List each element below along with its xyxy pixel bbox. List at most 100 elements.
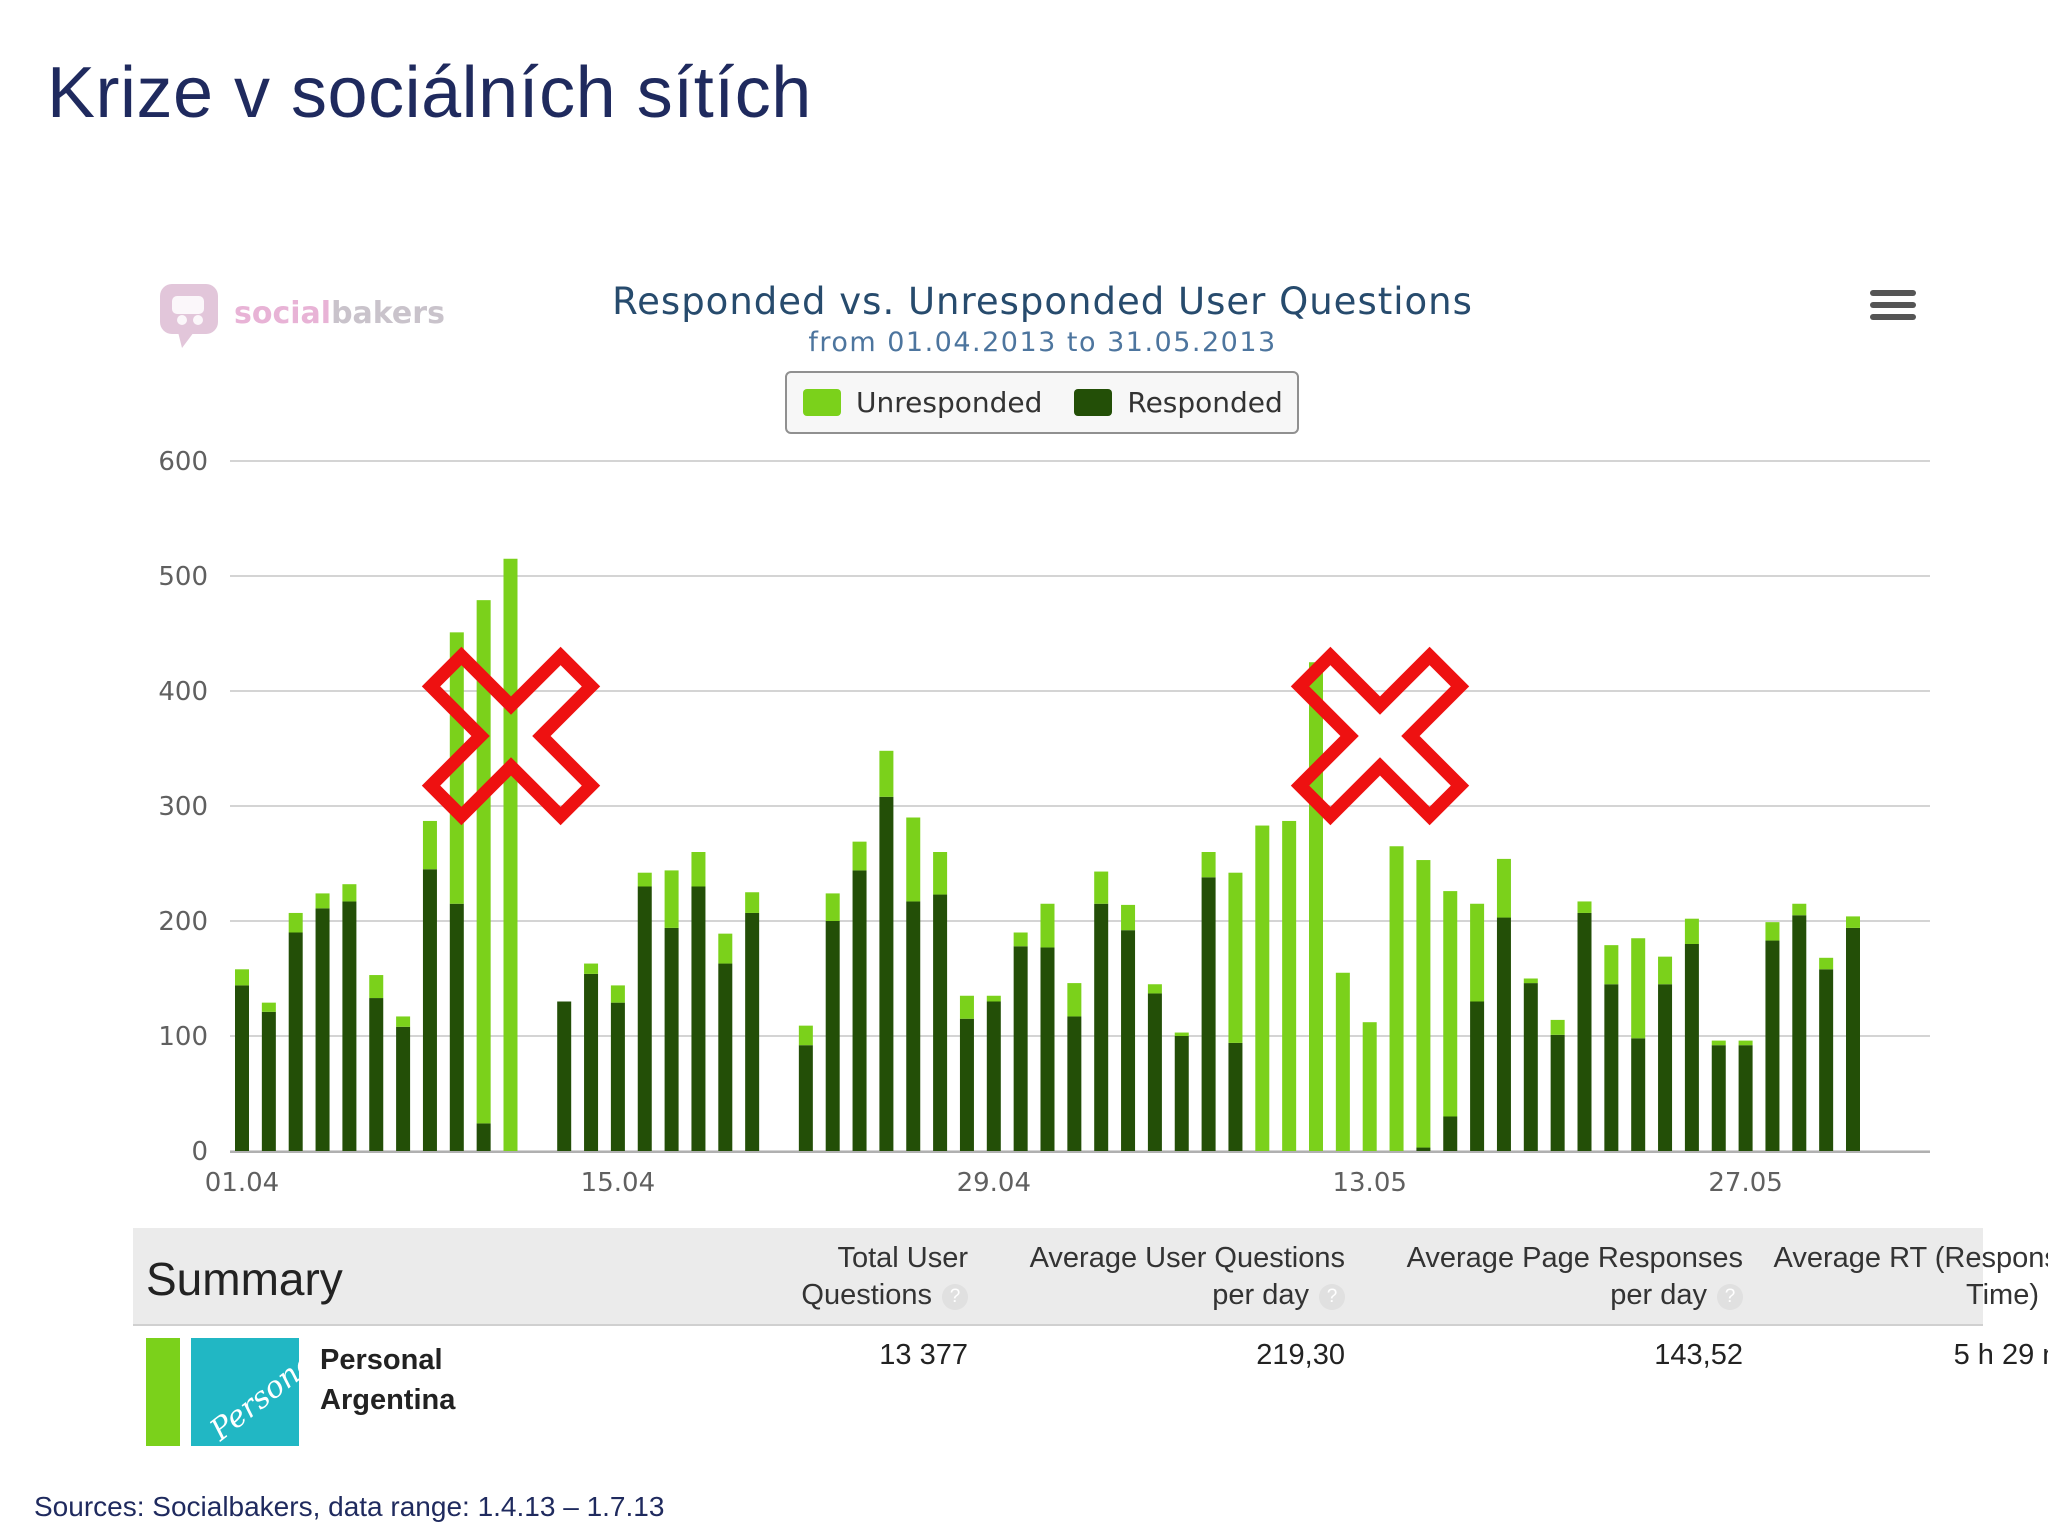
bar-unresponded [1147, 984, 1162, 994]
bar-unresponded [1228, 872, 1243, 1043]
bar-unresponded [1443, 891, 1458, 1117]
logo-text-bakers: bakers [331, 296, 445, 331]
col-avg-responses-line1: Average Page Responses [1406, 1242, 1743, 1274]
bar-responded [798, 1045, 813, 1151]
bar-responded [1443, 1116, 1458, 1151]
bar-responded [369, 998, 384, 1151]
bar-responded [288, 932, 303, 1151]
bar-responded [959, 1018, 974, 1151]
bar-unresponded [235, 969, 249, 986]
value-avg-rt: 5 h 29 min [1953, 1339, 2048, 1371]
value-avg-questions: 219,30 [1256, 1339, 1345, 1371]
bar-responded [745, 912, 760, 1151]
bar-unresponded [664, 870, 679, 928]
bar-unresponded [396, 1016, 411, 1027]
bar-responded [1040, 947, 1055, 1151]
bar-unresponded [933, 852, 948, 895]
legend-swatch-responded [1074, 389, 1113, 416]
bar-unresponded [1550, 1019, 1565, 1035]
bar-responded [557, 1001, 572, 1151]
legend-label-unresponded: Unresponded [856, 386, 1043, 419]
bar-unresponded [503, 558, 518, 1151]
y-tick-label: 500 [158, 562, 208, 592]
bar-unresponded [1792, 903, 1807, 916]
bar-responded [852, 870, 867, 1151]
x-axis-labels: 01.04 15.04 29.04 13.05 27.05 [205, 1168, 1783, 1198]
bar-responded [1765, 940, 1780, 1151]
page-name-line2: Argentina [320, 1384, 456, 1416]
bar-unresponded [1335, 972, 1350, 1151]
y-tick-label: 600 [158, 447, 208, 477]
row-color-swatch [146, 1338, 180, 1446]
chart-menu-button[interactable] [1870, 290, 1916, 330]
bar-unresponded [1362, 1022, 1377, 1151]
bar-responded [933, 894, 948, 1151]
bar-unresponded [315, 893, 330, 909]
bar-responded [906, 901, 921, 1151]
bar-unresponded [261, 1002, 276, 1012]
bar-responded [1201, 877, 1216, 1151]
bar-responded [1738, 1045, 1753, 1151]
stacked-bar-chart: 0 100 200 300 400 500 600 01.04 15.04 29.04 13.05… [158, 447, 1930, 1198]
crosses [421, 646, 1470, 826]
col-avg-questions: Average User Questions per day? [963, 1240, 1345, 1314]
bar-responded [422, 869, 437, 1151]
bar-responded [986, 1001, 1001, 1151]
col-avg-rt-line1: Average RT (Response [1773, 1242, 2048, 1274]
bar-responded [1846, 927, 1860, 1151]
bar-unresponded [1711, 1040, 1726, 1046]
value-avg-responses: 143,52 [1654, 1339, 1743, 1371]
bar-responded [396, 1026, 411, 1151]
bar-responded [1470, 1001, 1485, 1151]
bar-unresponded [1174, 1032, 1189, 1036]
bar-responded [1013, 946, 1028, 1151]
hamburger-menu-icon [1870, 290, 1916, 320]
x-tick-label: 29.04 [957, 1168, 1031, 1198]
bar-unresponded [691, 852, 706, 887]
page-name-line1: Personal [320, 1344, 443, 1376]
summary-title: Summary [146, 1253, 343, 1305]
bar-responded [1711, 1045, 1726, 1151]
value-total-questions: 13 377 [879, 1339, 968, 1371]
bar-responded [342, 901, 357, 1151]
help-icon[interactable]: ? [1319, 1284, 1345, 1310]
bar-unresponded [1470, 903, 1485, 1002]
chart-subtitle: from 01.04.2013 to 31.05.2013 [808, 327, 1277, 358]
bar-unresponded [1309, 662, 1323, 1151]
col-avg-responses: Average Page Responses per day? [1348, 1240, 1743, 1314]
bar-unresponded [584, 963, 599, 974]
logo-text: socialbakers [234, 296, 445, 331]
bar-unresponded [422, 820, 437, 870]
bar-unresponded [745, 892, 760, 913]
avatar-text: Personal [203, 1340, 299, 1446]
col-avg-rt: Average RT (Response Time)? [1693, 1240, 2048, 1314]
bar-unresponded [342, 884, 357, 902]
bar-responded [1819, 969, 1834, 1151]
x-tick-label: 01.04 [205, 1168, 279, 1198]
col-total-questions: Total User Questions? [613, 1240, 968, 1314]
bar-unresponded [1577, 901, 1592, 913]
bar-unresponded [1684, 918, 1699, 944]
socialbakers-logo-icon [160, 284, 218, 348]
bar-responded [1416, 1147, 1431, 1151]
help-icon[interactable]: ? [942, 1284, 968, 1310]
sources-note: Sources: Socialbakers, data range: 1.4.1… [34, 1491, 665, 1522]
bar-responded [261, 1011, 276, 1151]
bar-responded [637, 886, 652, 1151]
y-tick-label: 400 [158, 677, 208, 707]
legend-item-unresponded[interactable]: Unresponded [803, 386, 1042, 419]
summary-table: Summary Total User Questions? Average Us… [133, 1228, 2048, 1448]
bar-unresponded [1389, 846, 1404, 1151]
bar-responded [584, 973, 599, 1151]
avatar: Personal [191, 1338, 299, 1446]
page-name[interactable]: Personal Argentina [320, 1340, 455, 1420]
bar-responded [691, 886, 706, 1151]
bar-responded [235, 985, 249, 1151]
bar-responded [1792, 915, 1807, 1151]
legend-item-responded[interactable]: Responded [1074, 386, 1283, 419]
help-icon[interactable]: ? [1717, 1284, 1743, 1310]
bar-responded [610, 1002, 625, 1151]
red-cross-icon [421, 646, 601, 826]
bar-unresponded [1523, 978, 1538, 984]
bar-unresponded [610, 985, 625, 1003]
